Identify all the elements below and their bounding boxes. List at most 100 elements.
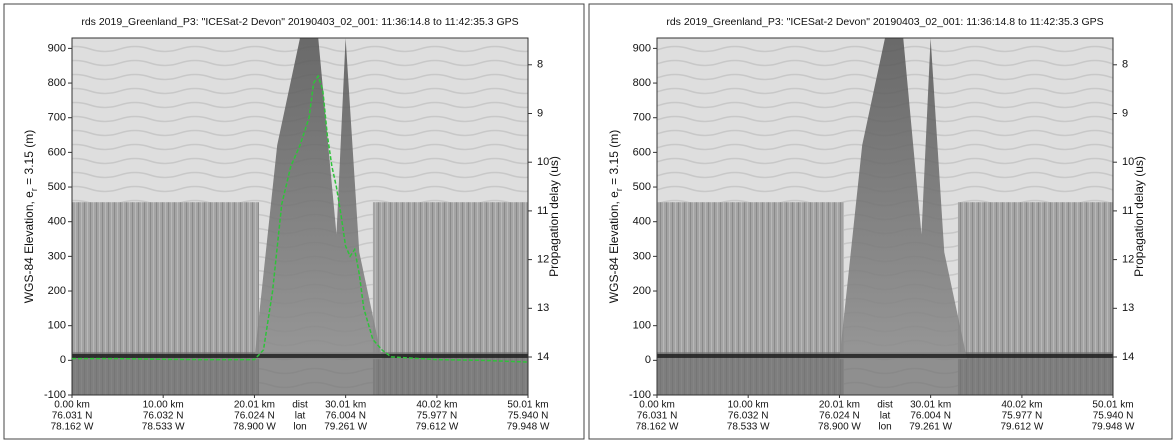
- y2-tick-label: 13: [1122, 302, 1134, 314]
- chart-title: rds 2019_Greenland_P3: "ICESat-2 Devon" …: [81, 16, 518, 28]
- lat-label: 75.940 N: [508, 411, 549, 422]
- y-tick-label: 700: [48, 112, 66, 124]
- lon-label: 78.900 W: [818, 422, 861, 433]
- lon-label: 79.261 W: [324, 422, 367, 433]
- y-tick-label: 0: [645, 354, 651, 366]
- y-tick-label: 100: [48, 320, 66, 332]
- echogram-mountain: [839, 38, 968, 360]
- panel-frame: [588, 3, 1173, 440]
- y2-tick-label: 8: [537, 59, 543, 71]
- x-tick-label: 50.01 km: [1092, 400, 1133, 411]
- y2-tick-label: 9: [1122, 107, 1128, 119]
- y-axis-label-main: WGS-84 Elevation, e: [607, 191, 621, 303]
- lon-label: 78.162 W: [51, 422, 94, 433]
- y2-tick-label: 14: [537, 351, 549, 363]
- y-tick-label: 500: [48, 181, 66, 193]
- x-row-label: dist: [292, 400, 308, 411]
- lat-label: 75.977 N: [1002, 411, 1043, 422]
- lon-label: 79.948 W: [1092, 422, 1135, 433]
- x-tick-label: 20.01 km: [819, 400, 860, 411]
- plot-frame: [71, 37, 529, 396]
- echogram-surface: [72, 353, 528, 358]
- y-axis-label-sub: r: [614, 188, 624, 191]
- x-tick-label: 30.01 km: [325, 400, 366, 411]
- lon-label: 78.533 W: [727, 422, 770, 433]
- lon-label: 79.948 W: [507, 422, 550, 433]
- y2-tick-label: 14: [1122, 351, 1134, 363]
- lon-label: 79.612 W: [416, 422, 459, 433]
- x-row-label: lat: [295, 411, 306, 422]
- y2-tick-label: 12: [537, 254, 549, 266]
- lat-label: 76.032 N: [728, 411, 769, 422]
- x-tick-label: 10.00 km: [143, 400, 184, 411]
- y-tick-label: 400: [633, 216, 651, 228]
- y-tick-label: 0: [60, 354, 66, 366]
- x-row-label: lat: [880, 411, 891, 422]
- y-tick-label: 400: [48, 216, 66, 228]
- y-tick-label: 700: [633, 112, 651, 124]
- y2-tick-label: 11: [1122, 205, 1133, 217]
- lat-label: 76.024 N: [819, 411, 860, 422]
- lon-label: 78.162 W: [636, 422, 679, 433]
- y-tick-label: 600: [48, 146, 66, 158]
- echogram-surface: [657, 353, 1113, 358]
- lon-label: 79.261 W: [909, 422, 952, 433]
- y-tick-label: 500: [633, 181, 651, 193]
- y2-axis-label: Propagation delay (us): [1132, 156, 1146, 277]
- y-tick-label: -100: [629, 389, 651, 401]
- y-axis-label-sub: r: [29, 188, 39, 191]
- surface-trace: [72, 74, 529, 363]
- y-tick-label: 600: [633, 146, 651, 158]
- x-row-label: lon: [293, 422, 306, 433]
- x-tick-label: 40.02 km: [1001, 400, 1042, 411]
- y-axis-label: WGS-84 Elevation, er = 3.15 (m): [607, 130, 624, 303]
- y-tick-label: 800: [633, 77, 651, 89]
- lat-label: 75.977 N: [417, 411, 458, 422]
- panel-frame: [3, 3, 585, 440]
- y-tick-label: 200: [48, 285, 66, 297]
- y-tick-label: 300: [633, 250, 651, 262]
- y-axis-label-main: WGS-84 Elevation, e: [22, 191, 36, 303]
- lat-label: 76.004 N: [325, 411, 366, 422]
- lat-label: 76.024 N: [234, 411, 275, 422]
- lat-label: 76.004 N: [910, 411, 951, 422]
- y-axis-label-rest: = 3.15 (m): [607, 130, 621, 188]
- chart-title: rds 2019_Greenland_P3: "ICESat-2 Devon" …: [666, 16, 1103, 28]
- y2-tick-label: 8: [1122, 59, 1128, 71]
- y-axis-label-rest: = 3.15 (m): [22, 130, 36, 188]
- y-tick-label: 800: [48, 77, 66, 89]
- x-tick-label: 0.00 km: [639, 400, 675, 411]
- echogram-mountain: [254, 38, 383, 360]
- y2-tick-label: 9: [537, 107, 543, 119]
- lon-label: 79.612 W: [1001, 422, 1044, 433]
- x-tick-label: 40.02 km: [416, 400, 457, 411]
- lat-label: 76.031 N: [637, 411, 678, 422]
- y2-tick-label: 11: [537, 205, 548, 217]
- lat-label: 76.032 N: [143, 411, 184, 422]
- x-tick-label: 10.00 km: [728, 400, 769, 411]
- y-axis-label: WGS-84 Elevation, er = 3.15 (m): [22, 130, 39, 303]
- x-tick-label: 50.01 km: [507, 400, 548, 411]
- lon-label: 78.900 W: [233, 422, 276, 433]
- x-tick-label: 0.00 km: [54, 400, 90, 411]
- x-row-label: dist: [877, 400, 893, 411]
- x-tick-label: 20.01 km: [234, 400, 275, 411]
- y-tick-label: 100: [633, 320, 651, 332]
- y-tick-label: 300: [48, 250, 66, 262]
- y-tick-label: 900: [48, 42, 66, 54]
- y-tick-label: 900: [633, 42, 651, 54]
- plot-frame: [656, 37, 1114, 396]
- lat-label: 75.940 N: [1093, 411, 1134, 422]
- lon-label: 78.533 W: [142, 422, 185, 433]
- y-tick-label: -100: [44, 389, 66, 401]
- y2-tick-label: 12: [1122, 254, 1134, 266]
- y-tick-label: 200: [633, 285, 651, 297]
- x-tick-label: 30.01 km: [910, 400, 951, 411]
- y2-tick-label: 10: [1122, 156, 1134, 168]
- y2-tick-label: 13: [537, 302, 549, 314]
- y2-tick-label: 10: [537, 156, 549, 168]
- x-row-label: lon: [878, 422, 891, 433]
- y2-axis-label: Propagation delay (us): [547, 156, 561, 277]
- lat-label: 76.031 N: [52, 411, 93, 422]
